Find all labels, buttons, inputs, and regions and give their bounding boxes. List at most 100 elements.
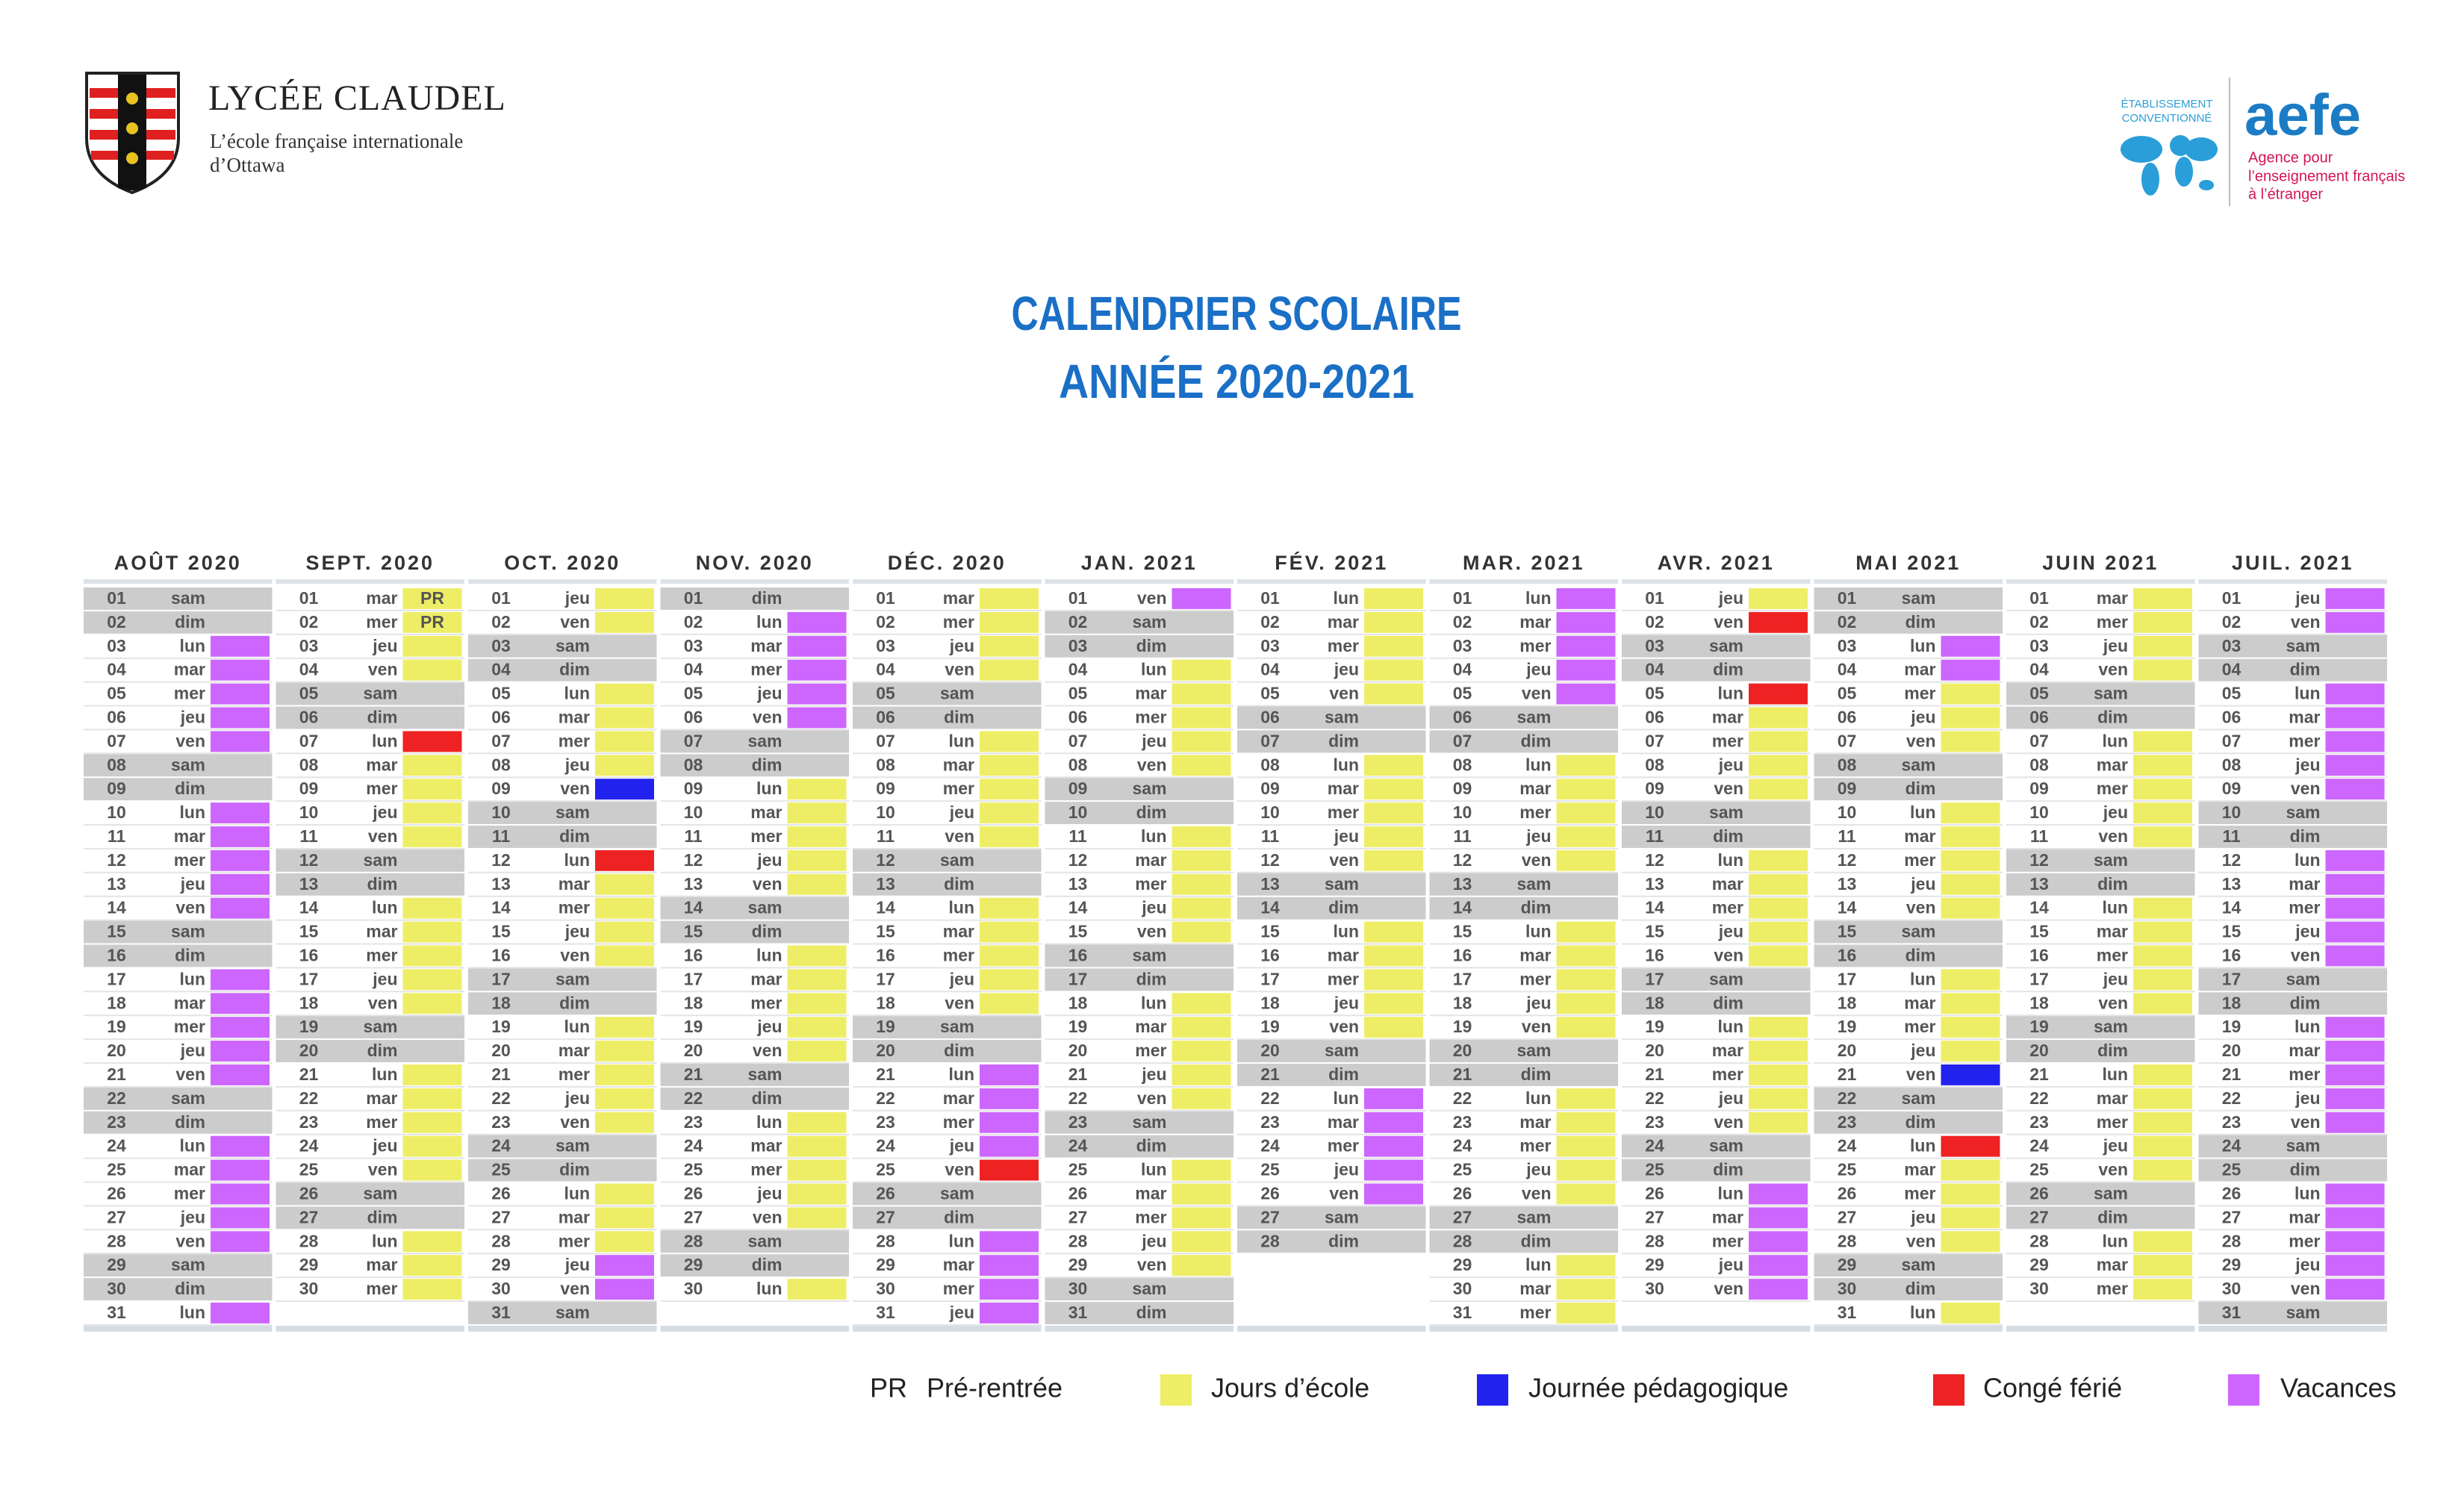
day-number: 21: [299, 1064, 319, 1084]
status-cell: [1749, 588, 1808, 609]
day-number: 02: [491, 612, 511, 632]
status-cell: [2133, 731, 2192, 752]
status-cell: [595, 731, 654, 752]
status-cell: [595, 707, 654, 729]
day-number: 23: [2029, 1112, 2049, 1132]
day-number: 07: [876, 731, 895, 750]
status-code: PR: [420, 612, 444, 632]
weekday: dim: [1136, 636, 1167, 655]
status-cell: [1749, 683, 1808, 705]
status-cell: [1749, 1279, 1808, 1300]
weekday: jeu: [180, 708, 205, 727]
status-cell: [787, 873, 847, 895]
day-number: 27: [491, 1207, 511, 1226]
day-number: 23: [1645, 1112, 1664, 1132]
weekday: mar: [1519, 612, 1551, 632]
status-cell: [1556, 1207, 1616, 1229]
weekday: dim: [1136, 1303, 1167, 1322]
day-number: 16: [1453, 946, 1472, 965]
status-cell: [1556, 1255, 1616, 1276]
title: CALENDRIER SCOLAIRE: [1012, 287, 1462, 340]
status-cell: [2133, 1279, 2192, 1300]
weekday: lun: [564, 850, 591, 870]
weekday: dim: [559, 1160, 590, 1179]
weekday: mer: [2289, 731, 2320, 750]
status-cell: [211, 779, 270, 800]
column-foot: [853, 1325, 1042, 1332]
day-number: 08: [1068, 755, 1088, 774]
day-number: 13: [1260, 874, 1280, 894]
status-cell: [2133, 897, 2192, 919]
weekday: mer: [1712, 731, 1743, 750]
weekday: jeu: [180, 874, 205, 894]
weekday: jeu: [2103, 969, 2128, 988]
weekday: lun: [180, 969, 206, 988]
day-number: 21: [107, 1064, 126, 1084]
day-number: 02: [684, 612, 703, 632]
weekday: sam: [363, 1017, 397, 1036]
weekday: mer: [174, 1017, 205, 1036]
day-number: 19: [2029, 1017, 2049, 1036]
status-cell: [980, 1159, 1039, 1181]
day-number: 12: [1645, 850, 1664, 870]
day-number: 04: [491, 660, 511, 679]
day-number: 06: [1260, 708, 1280, 727]
status-cell: [402, 1064, 462, 1085]
status-cell: [1364, 945, 1423, 967]
day-number: 15: [2222, 922, 2241, 941]
day-number: 31: [876, 1303, 895, 1322]
weekday: dim: [1713, 826, 1743, 846]
status-cell: [1556, 1303, 1616, 1324]
status-cell: [1749, 969, 1808, 991]
weekday: mar: [366, 755, 397, 774]
weekday: dim: [1905, 612, 1936, 632]
status-cell: [1941, 1207, 2000, 1229]
status-cell: [980, 755, 1039, 776]
header-rule: [1622, 579, 1811, 584]
status-cell: [1941, 1088, 2000, 1109]
day-number: 14: [1068, 898, 1088, 917]
day-number: 18: [107, 993, 126, 1012]
day-number: 29: [2029, 1255, 2049, 1274]
weekday: dim: [1905, 946, 1936, 965]
weekday: lun: [1334, 922, 1360, 941]
status-cell: [2325, 779, 2385, 800]
weekday: dim: [367, 1207, 398, 1226]
day-number: 21: [1645, 1064, 1664, 1084]
day-number: 26: [684, 1184, 703, 1203]
day-number: 11: [108, 826, 126, 846]
day-number: 08: [684, 755, 703, 774]
weekday: jeu: [2103, 802, 2128, 822]
status-cell: [211, 1064, 270, 1085]
status-cell: [2325, 755, 2385, 776]
status-cell: [402, 826, 462, 847]
legend-code: PR: [870, 1373, 907, 1403]
status-cell: [1364, 921, 1423, 943]
day-number: 06: [1645, 708, 1664, 727]
day-number: 07: [1838, 731, 1857, 750]
status-cell: [2133, 969, 2192, 991]
column-foot: [660, 1325, 849, 1332]
status-cell: [1749, 731, 1808, 752]
weekday: lun: [1910, 1303, 1936, 1322]
status-cell: [211, 1135, 270, 1157]
day-number: 04: [1645, 660, 1664, 679]
day-number: 28: [1068, 1231, 1088, 1250]
day-number: 11: [492, 826, 511, 846]
day-number: 09: [107, 779, 126, 798]
status-cell: [1556, 1135, 1616, 1157]
day-number: 24: [1068, 1136, 1088, 1156]
weekday: jeu: [564, 755, 590, 774]
day-number: 05: [107, 684, 126, 703]
day-number: 09: [491, 779, 511, 798]
day-number: 19: [684, 1017, 703, 1036]
day-number: 07: [1260, 731, 1280, 750]
day-number: 04: [2222, 660, 2241, 679]
weekday: dim: [1905, 1112, 1936, 1132]
status-cell: [2325, 1041, 2385, 1062]
weekday: mer: [174, 850, 205, 870]
weekday: mer: [750, 993, 782, 1012]
day-number: 31: [1453, 1303, 1472, 1322]
legend-label: Congé férié: [1983, 1373, 2122, 1403]
status-cell: [211, 635, 270, 657]
